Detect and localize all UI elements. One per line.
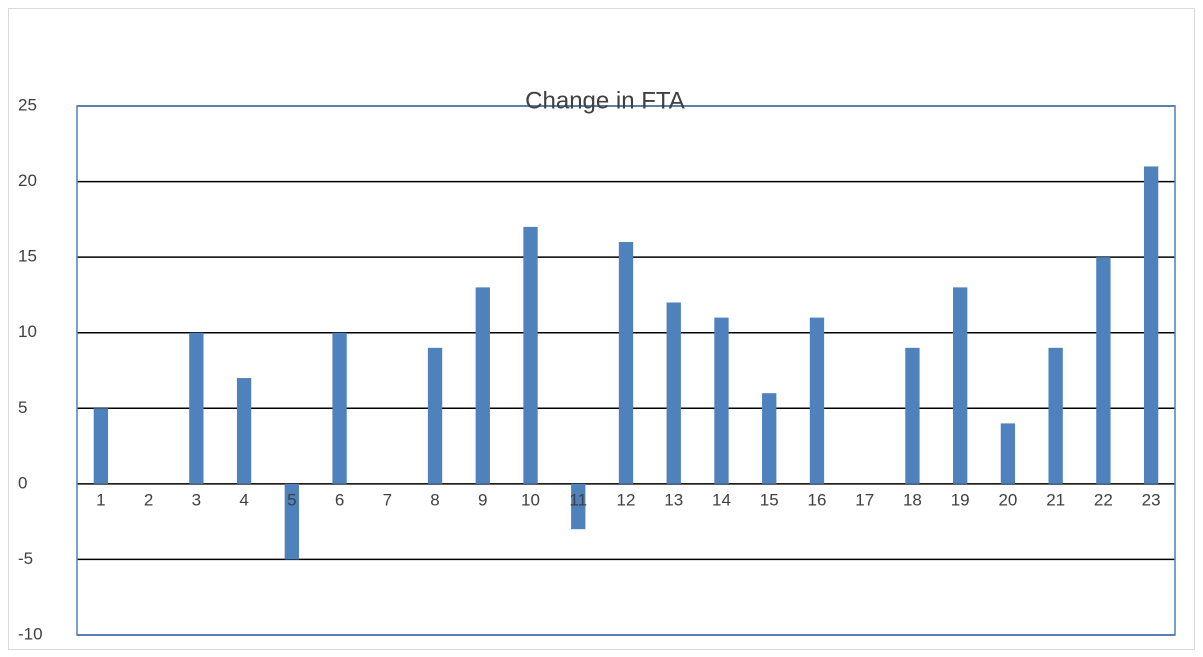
- x-tick-label: 7: [383, 490, 392, 509]
- y-tick-label: 20: [18, 171, 37, 190]
- x-tick-label: 6: [335, 490, 344, 509]
- x-tick-label: 17: [855, 490, 874, 509]
- bar: [93, 408, 109, 484]
- bar: [571, 483, 586, 530]
- y-tick-label: 5: [18, 398, 27, 417]
- x-tick-label: 16: [807, 490, 826, 509]
- bar: [284, 483, 299, 560]
- x-tick-label: 2: [144, 490, 153, 509]
- bar: [618, 242, 634, 484]
- bar: [475, 287, 490, 484]
- bar: [1096, 257, 1111, 484]
- x-tick-label: 22: [1094, 490, 1113, 509]
- x-tick-label: 5: [287, 490, 296, 509]
- bar: [762, 393, 777, 484]
- bar: [1000, 423, 1016, 484]
- bar: [523, 226, 538, 484]
- bar: [666, 302, 681, 484]
- bar: [1048, 347, 1063, 484]
- plot-border: [76, 105, 1176, 636]
- bar: [332, 332, 347, 484]
- x-tick-label: 4: [239, 490, 248, 509]
- y-tick-label: 10: [18, 322, 37, 341]
- x-tick-label: 3: [192, 490, 201, 509]
- chart-title: Change in FTA: [525, 87, 685, 114]
- x-tick-label: 14: [712, 490, 731, 509]
- x-tick-label: 21: [1046, 490, 1065, 509]
- y-tick-label: -10: [18, 624, 43, 643]
- x-tick-label: 12: [617, 490, 636, 509]
- x-tick-label: 1: [96, 490, 105, 509]
- x-tick-label: 19: [951, 490, 970, 509]
- bar: [427, 347, 443, 484]
- bar: [714, 317, 729, 484]
- y-tick-label: 0: [18, 473, 27, 492]
- bar: [809, 317, 825, 484]
- x-tick-label: 11: [569, 490, 587, 509]
- y-tick-label: 25: [18, 95, 37, 114]
- x-tick-label: 15: [760, 490, 779, 509]
- x-tick-label: 9: [478, 490, 487, 509]
- x-tick-label: 18: [903, 490, 922, 509]
- y-tick-label: -5: [18, 549, 33, 568]
- chart-frame: [8, 8, 1195, 650]
- bar: [1143, 166, 1159, 484]
- x-tick-label: 8: [430, 490, 439, 509]
- bar: [905, 347, 920, 484]
- x-tick-label: 13: [664, 490, 683, 509]
- bar: [189, 332, 204, 484]
- x-tick-label: 10: [521, 490, 540, 509]
- y-tick-label: 15: [18, 247, 37, 266]
- x-tick-label: 23: [1142, 490, 1161, 509]
- bar: [953, 287, 968, 484]
- x-tick-label: 20: [998, 490, 1017, 509]
- bar: [236, 378, 252, 484]
